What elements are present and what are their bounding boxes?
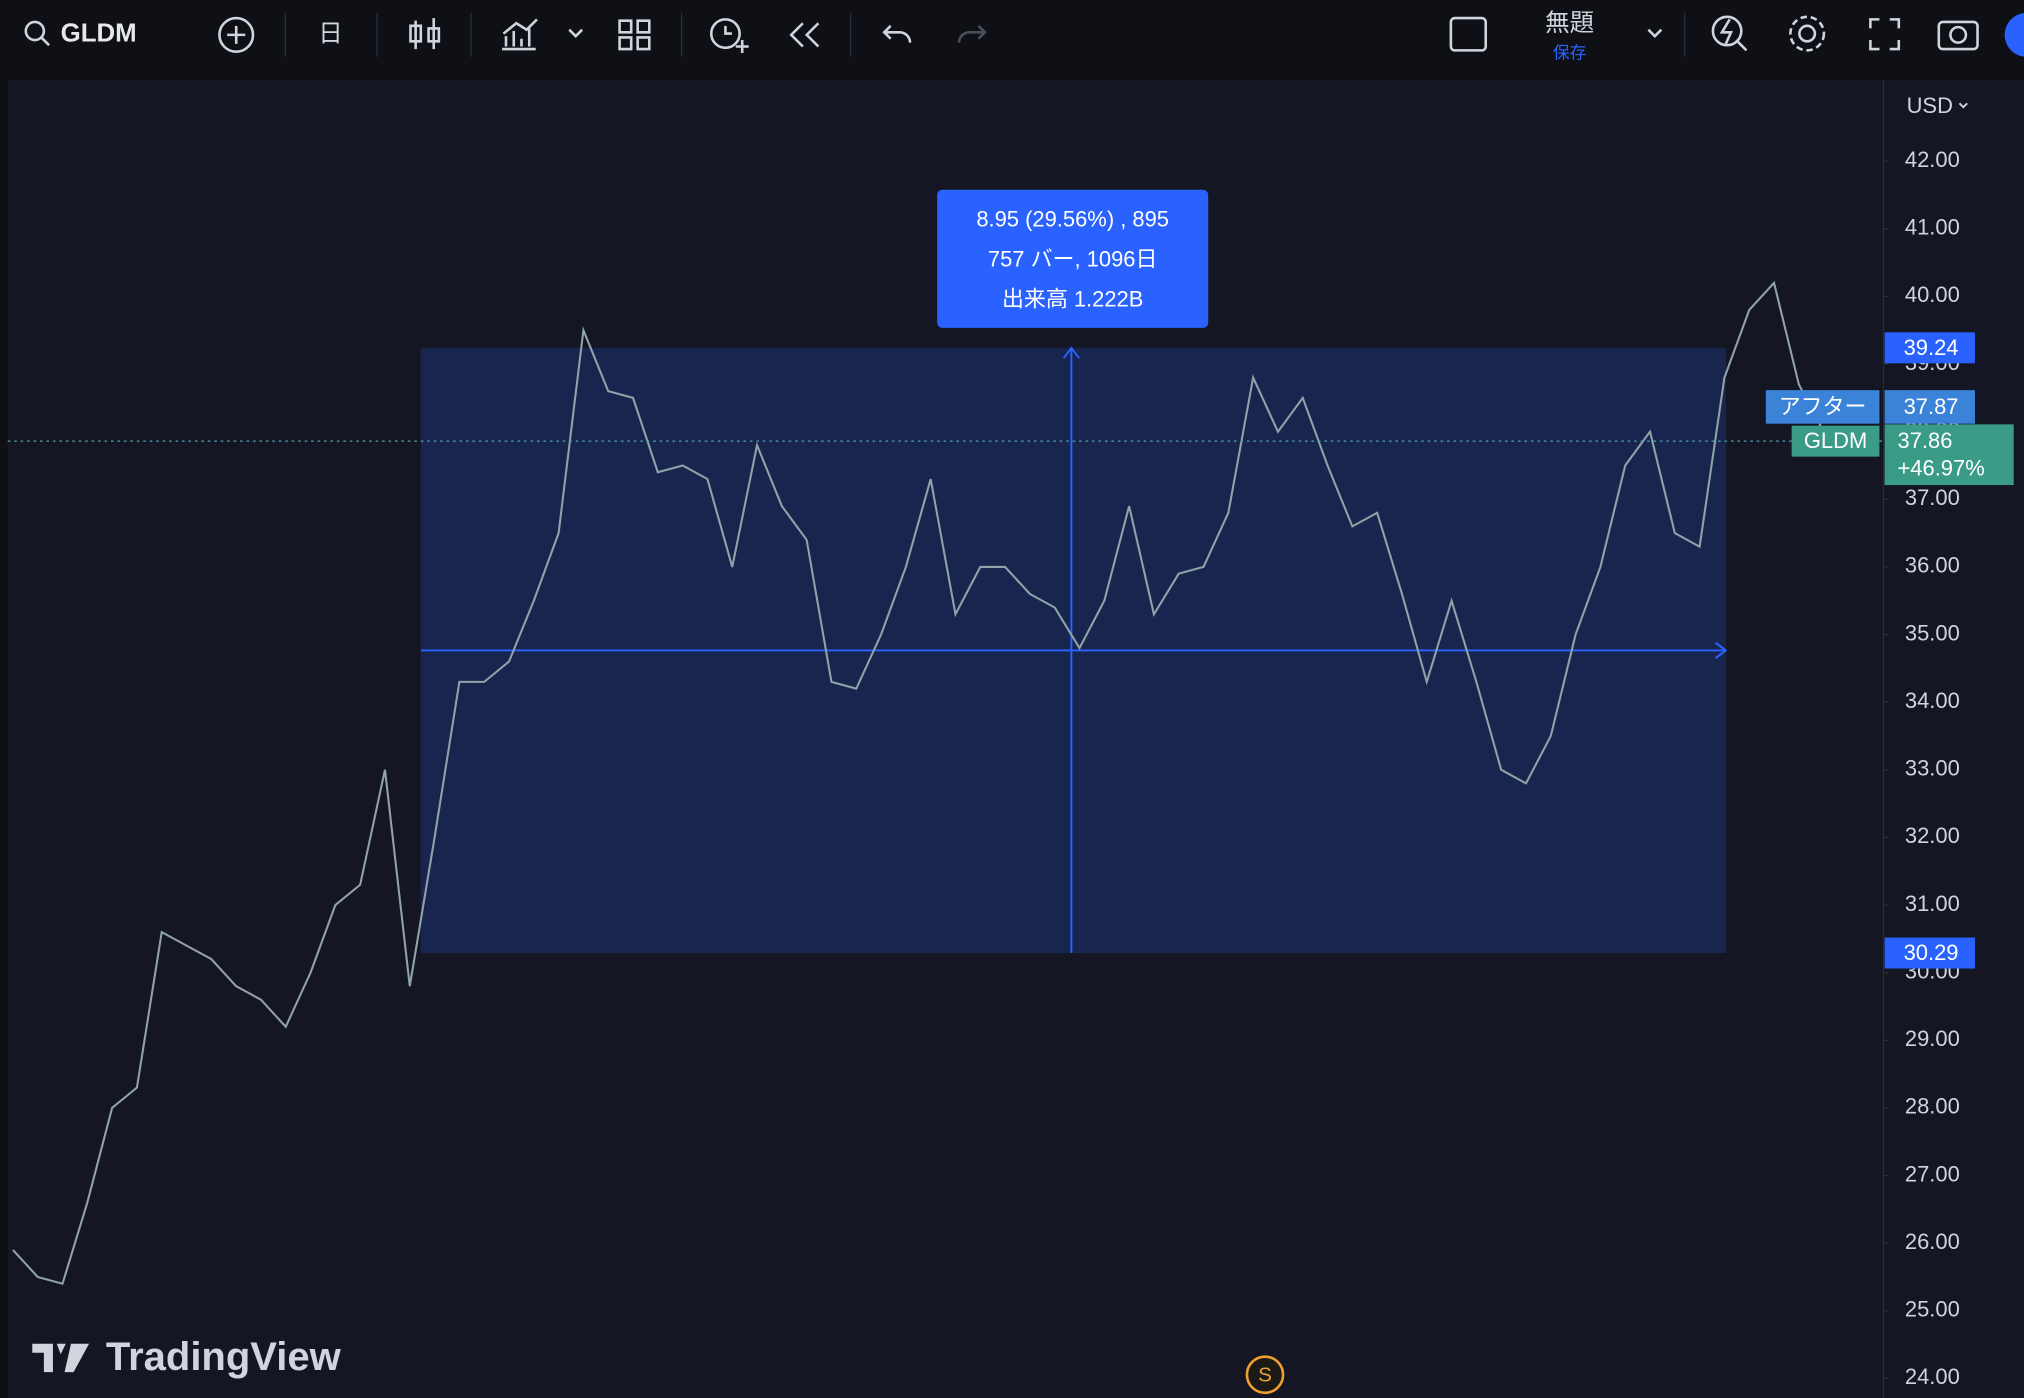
last-price: 37.86 [1898, 428, 1953, 453]
y-tick-label: 41.00 [1905, 215, 1960, 240]
y-tick-label: 26.00 [1905, 1229, 1960, 1254]
y-tick-label: 32.00 [1905, 823, 1960, 848]
price-label-box [1884, 937, 1975, 969]
hotlist-icon [1719, 18, 1748, 52]
layout-icon[interactable] [618, 19, 651, 51]
y-tick-label: 42.00 [1905, 147, 1960, 172]
quick-search-icon[interactable] [1449, 16, 1488, 52]
interval[interactable]: 日 [318, 20, 343, 47]
alert-icon [724, 25, 749, 53]
snapshot-icon[interactable] [1937, 20, 1979, 51]
layout-name[interactable]: 無題 [1545, 9, 1594, 37]
toolbar: GLDM 日 無題 保存 [24, 9, 2024, 63]
y-tick-label: 28.00 [1905, 1094, 1960, 1119]
symbol-box [1791, 425, 1880, 457]
price-label: 30.29 [1904, 940, 1959, 965]
dropdown-icon[interactable] [1647, 28, 1663, 38]
measure-h-arrow [1714, 641, 1728, 659]
add-icon[interactable] [218, 16, 255, 53]
measure-v-arrow [1062, 346, 1080, 359]
add-icon [227, 25, 246, 44]
last-change: +46.97% [1898, 455, 1985, 480]
y-tick-label: 36.00 [1905, 553, 1960, 578]
measure-tooltip-text: 出来高 1.222B [1002, 287, 1143, 312]
after-hours-label: アフター [1779, 394, 1867, 419]
profile-button[interactable] [2004, 13, 2024, 57]
after-hours-price-box [1884, 390, 1975, 424]
currency[interactable]: USD [1907, 93, 1953, 118]
snapshot-icon [1949, 25, 1968, 44]
price-label-box [1884, 332, 1975, 364]
plot: 24.0025.0026.0027.0028.0029.0030.0031.00… [7, 147, 2014, 1389]
symbol[interactable]: GLDM [61, 20, 137, 48]
after-hours-box [1765, 390, 1880, 424]
y-tick-label: 29.00 [1905, 1026, 1960, 1051]
price-line [12, 280, 1849, 1285]
event-marker-label[interactable]: S [1258, 1363, 1272, 1386]
indicator-icon[interactable] [502, 18, 538, 51]
settings-icon [1789, 15, 1826, 52]
redo-icon[interactable] [957, 24, 987, 43]
hotlist-icon[interactable] [1711, 15, 1743, 47]
last-price-box [1884, 424, 2014, 486]
alert-icon[interactable] [709, 18, 741, 50]
price-label: 39.24 [1904, 335, 1959, 360]
y-tick-label: 34.00 [1905, 688, 1960, 713]
search-icon[interactable] [24, 20, 46, 42]
y-tick-label: 24.00 [1905, 1364, 1960, 1389]
y-tick-label: 31.00 [1905, 891, 1960, 916]
currency-dropdown[interactable] [1958, 102, 1968, 109]
y-tick-label: 35.00 [1905, 620, 1960, 645]
y-tick-label: 27.00 [1905, 1161, 1960, 1186]
logo [32, 1343, 90, 1373]
replay-icon[interactable] [789, 22, 820, 48]
fullscreen-icon[interactable] [1869, 18, 1901, 51]
measure-tooltip [937, 189, 1209, 328]
y-tick-label: 25.00 [1905, 1297, 1960, 1322]
settings-icon[interactable] [1798, 24, 1817, 43]
y-tick-label: 40.00 [1905, 282, 1960, 307]
measure-tooltip-text: 757 バー, 1096日 [988, 247, 1158, 272]
measure-tooltip-text: 8.95 (29.56%) , 895 [976, 207, 1169, 232]
symbol-label: GLDM [1804, 428, 1867, 453]
watermark: TradingView [32, 1335, 342, 1379]
y-tick-label: 37.00 [1905, 485, 1960, 510]
search-icon [40, 36, 50, 47]
price-axis [1883, 80, 2024, 1398]
after-hours-price: 37.87 [1904, 394, 1959, 419]
event-marker[interactable] [1245, 1355, 1285, 1395]
undo-icon[interactable] [882, 24, 912, 43]
watermark-text: TradingView [106, 1335, 342, 1379]
save-label[interactable]: 保存 [1553, 44, 1587, 63]
dropdown-icon[interactable] [568, 28, 584, 38]
candle-icon[interactable] [409, 18, 441, 50]
y-tick-label: 33.00 [1905, 756, 1960, 781]
